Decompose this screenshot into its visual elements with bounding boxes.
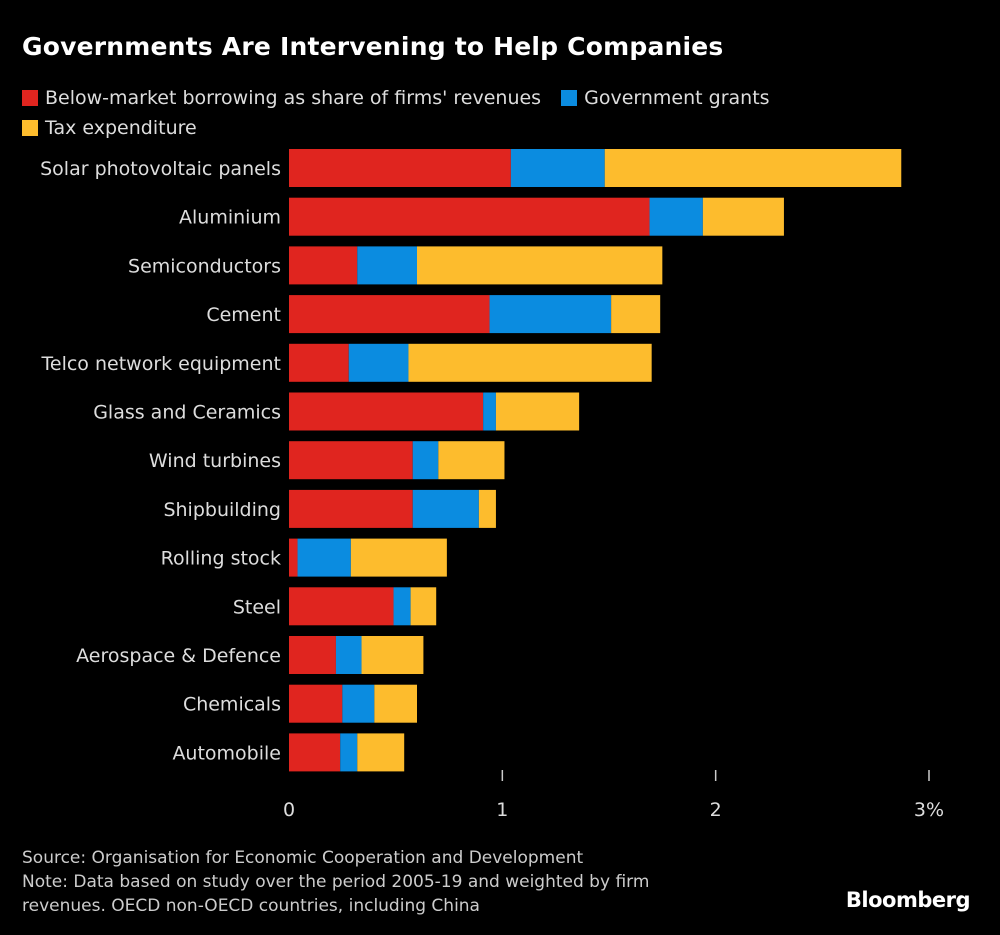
legend-swatch bbox=[22, 120, 38, 136]
bar-segment bbox=[483, 392, 496, 431]
bar-segment bbox=[361, 636, 424, 674]
x-tick-label: 0 bbox=[283, 799, 295, 821]
bar-segment bbox=[350, 538, 447, 577]
bar-segment bbox=[412, 441, 439, 480]
bar-segment bbox=[335, 636, 362, 674]
bar-segment bbox=[478, 489, 496, 528]
bloomberg-logo: Bloomberg bbox=[845, 888, 971, 912]
bar-segment bbox=[297, 538, 351, 577]
bar-segment bbox=[611, 295, 661, 334]
bar-segment bbox=[289, 197, 650, 236]
legend: Below-market borrowing as share of firms… bbox=[22, 84, 922, 144]
bar-segment bbox=[348, 343, 409, 382]
bar-segment bbox=[604, 149, 902, 187]
bar-segment bbox=[702, 197, 784, 236]
x-tick-label: 1 bbox=[496, 799, 508, 821]
bar-segment bbox=[289, 392, 484, 431]
bar-segment bbox=[357, 246, 417, 285]
category-label: Semiconductors bbox=[128, 255, 281, 277]
bar-segment bbox=[412, 489, 479, 528]
legend-label: Tax expenditure bbox=[45, 117, 197, 139]
category-label: Cement bbox=[206, 304, 281, 326]
legend-item-tax: Tax expenditure bbox=[22, 114, 197, 142]
category-label: Chemicals bbox=[183, 694, 281, 716]
category-label: Shipbuilding bbox=[163, 499, 281, 521]
bar-segment bbox=[410, 587, 437, 626]
x-tick-label: 3% bbox=[914, 799, 944, 821]
category-label: Telco network equipment bbox=[41, 353, 281, 375]
bar-segment bbox=[489, 295, 612, 334]
bar-segment bbox=[289, 733, 341, 772]
legend-label: Below-market borrowing as share of firms… bbox=[45, 87, 542, 109]
category-label: Rolling stock bbox=[161, 548, 281, 570]
note-line: Note: Data based on study over the perio… bbox=[22, 872, 650, 892]
bar-segment bbox=[289, 343, 349, 382]
source-note: Source: Organisation for Economic Cooper… bbox=[22, 848, 584, 868]
bar-segment bbox=[393, 587, 411, 626]
bar-segment bbox=[357, 733, 405, 772]
bar-segment bbox=[374, 684, 417, 723]
category-label: Wind turbines bbox=[149, 450, 281, 472]
bar-segment bbox=[289, 684, 343, 723]
bar-segment bbox=[289, 246, 358, 285]
legend-swatch bbox=[561, 90, 578, 106]
category-label: Glass and Ceramics bbox=[93, 402, 281, 424]
bar-segment bbox=[289, 587, 394, 626]
bar-segment bbox=[495, 392, 580, 431]
bar-segment bbox=[340, 733, 358, 772]
category-label: Steel bbox=[233, 596, 281, 618]
category-label: Aluminium bbox=[179, 207, 281, 229]
bar-segment bbox=[289, 441, 413, 480]
legend-label: Government grants bbox=[584, 87, 770, 109]
bar-segment bbox=[649, 197, 703, 236]
bar-segment bbox=[417, 246, 663, 285]
category-label: Aerospace & Defence bbox=[76, 645, 281, 667]
legend-swatch bbox=[22, 90, 38, 106]
category-label: Automobile bbox=[172, 742, 281, 764]
bar-segment bbox=[510, 149, 605, 187]
bar-segment bbox=[342, 684, 375, 723]
bar-segment bbox=[408, 343, 652, 382]
bar-segment bbox=[289, 489, 413, 528]
bar-segment bbox=[289, 636, 336, 674]
legend-item-borrowing: Below-market borrowing as share of firms… bbox=[22, 84, 541, 112]
category-label: Solar photovoltaic panels bbox=[40, 158, 281, 180]
bar-segment bbox=[438, 441, 505, 480]
note-line: revenues. OECD non-OECD countries, inclu… bbox=[22, 896, 480, 916]
bar-segment bbox=[289, 538, 298, 577]
bar-segment bbox=[289, 149, 511, 187]
bar-segment bbox=[289, 295, 490, 334]
footer: Source: Organisation for Economic Cooper… bbox=[22, 846, 649, 918]
chart-title: Governments Are Intervening to Help Comp… bbox=[22, 32, 724, 61]
x-tick-label: 2 bbox=[710, 799, 722, 821]
legend-item-grants: Government grants bbox=[561, 84, 770, 112]
